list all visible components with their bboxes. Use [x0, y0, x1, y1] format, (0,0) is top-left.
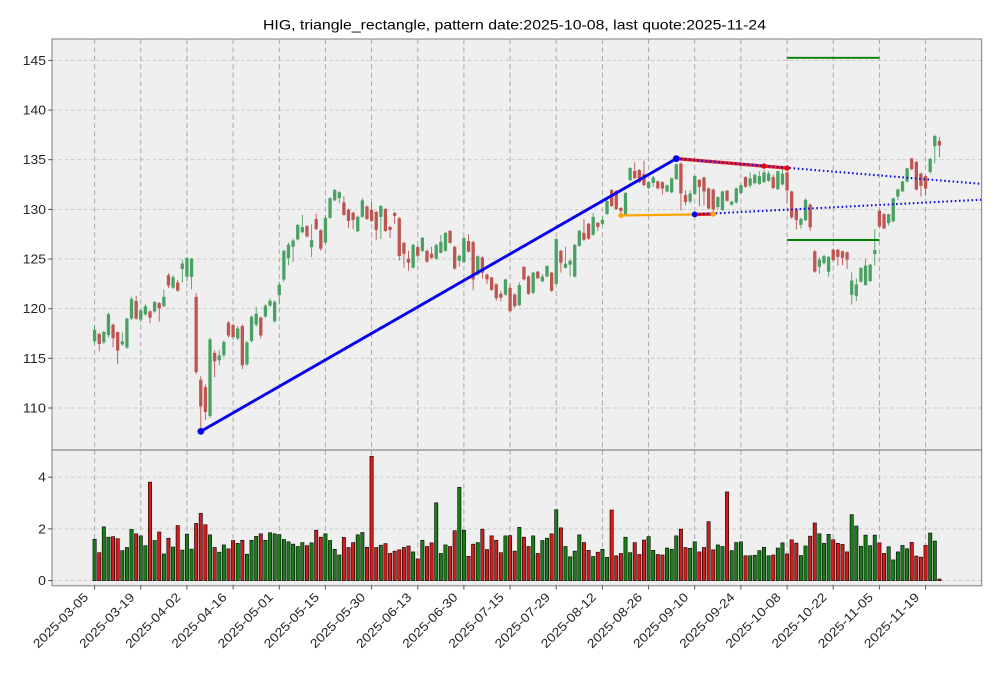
svg-text:120: 120	[23, 302, 46, 316]
svg-text:4: 4	[38, 471, 46, 485]
svg-text:115: 115	[23, 352, 46, 366]
svg-text:HIG, triangle_rectangle, patte: HIG, triangle_rectangle, pattern date:20…	[263, 17, 766, 33]
svg-text:0: 0	[38, 574, 46, 588]
svg-text:140: 140	[23, 104, 46, 118]
svg-text:110: 110	[23, 402, 46, 416]
svg-text:145: 145	[23, 54, 46, 68]
svg-text:135: 135	[23, 153, 46, 167]
svg-text:130: 130	[23, 203, 46, 217]
svg-text:2: 2	[38, 522, 46, 536]
svg-text:125: 125	[23, 253, 46, 267]
